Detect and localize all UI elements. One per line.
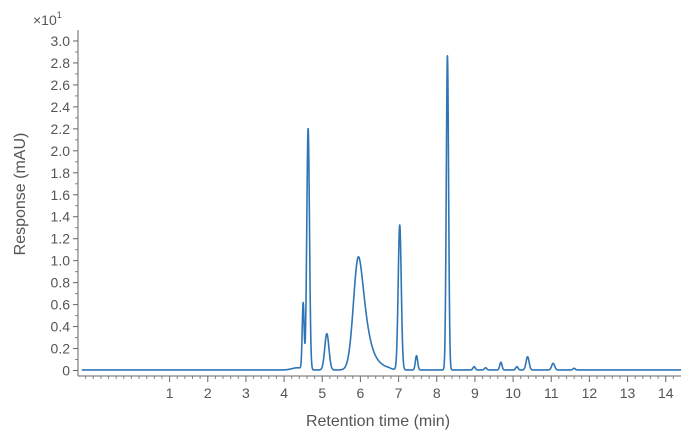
x-tick-label: 8 xyxy=(433,385,441,401)
chromatogram-trace xyxy=(81,55,681,371)
x-tick-label: 3 xyxy=(242,385,250,401)
x-tick-label: 9 xyxy=(471,385,479,401)
y-tick-label: 0.8 xyxy=(51,275,71,291)
y-tick-label: 0 xyxy=(62,363,70,379)
x-axis-title: Retention time (min) xyxy=(306,413,450,430)
x-tick-label: 7 xyxy=(395,385,403,401)
y-tick-label: 1.0 xyxy=(51,253,71,269)
x-tick-label: 14 xyxy=(658,385,674,401)
x-tick-label: 10 xyxy=(505,385,521,401)
x-tick-label: 13 xyxy=(620,385,636,401)
x-axis-ticks: 1 2 3 4 5 6 7 8 9 10 11 12 13 14 xyxy=(85,376,674,401)
y-tick-label: 0.4 xyxy=(51,319,71,335)
y-tick-label: 2.2 xyxy=(51,121,71,137)
y-tick-label: 2.0 xyxy=(51,143,71,159)
y-tick-label: 3.0 xyxy=(51,33,71,49)
x-tick-label: 11 xyxy=(544,385,559,401)
y-tick-label: 2.8 xyxy=(51,55,71,71)
series-layer xyxy=(81,55,681,371)
x-tick-label: 1 xyxy=(166,385,174,401)
y-tick-label: 1.4 xyxy=(51,209,71,225)
x-tick-label: 12 xyxy=(582,385,598,401)
x-tick-label: 4 xyxy=(280,385,288,401)
x-tick-label: 5 xyxy=(318,385,326,401)
y-tick-label: 0.6 xyxy=(51,297,71,313)
y-axis-ticks: 0 0.2 0.4 0.6 0.8 1.0 1.2 1.4 1.6 1.8 2.0 2.2 2.4 2.6… xyxy=(51,33,78,379)
x-tick-label: 6 xyxy=(357,385,365,401)
x-tick-label: 2 xyxy=(204,385,212,401)
y-tick-label: 1.6 xyxy=(51,187,71,203)
y-tick-label: 0.2 xyxy=(51,341,71,357)
y-multiplier: ×101 xyxy=(33,10,62,28)
y-tick-label: 2.4 xyxy=(51,99,71,115)
y-tick-label: 1.8 xyxy=(51,165,71,181)
y-tick-label: 1.2 xyxy=(51,231,71,247)
y-axis-title: Response (mAU) xyxy=(12,133,29,256)
y-tick-label: 2.6 xyxy=(51,77,71,93)
